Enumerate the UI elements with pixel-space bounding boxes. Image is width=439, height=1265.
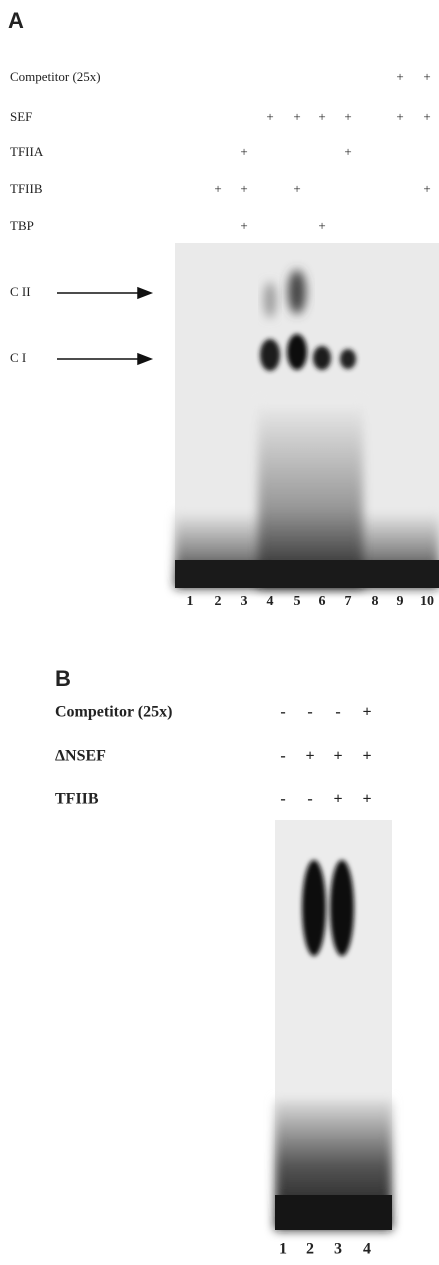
condition-mark: + — [305, 748, 314, 765]
condition-mark: + — [293, 181, 300, 196]
row-label: TBP — [10, 218, 34, 233]
condition-mark: + — [362, 791, 371, 808]
lane-number: 1 — [187, 594, 194, 609]
row-label: TFIIA — [10, 144, 44, 159]
panel-label: B — [55, 666, 71, 691]
condition-mark: + — [423, 69, 430, 84]
lane-number: 8 — [372, 594, 379, 609]
condition-mark: + — [240, 181, 247, 196]
lane-number: 6 — [319, 594, 326, 609]
lane-number: 3 — [334, 1241, 342, 1258]
condition-mark: - — [280, 791, 285, 808]
condition-mark: - — [307, 791, 312, 808]
condition-mark: - — [335, 704, 340, 721]
complex-label: C I — [10, 350, 26, 365]
lane-number: 10 — [420, 594, 434, 609]
arrows — [57, 288, 151, 364]
lane-number: 2 — [306, 1241, 314, 1258]
condition-mark: + — [318, 109, 325, 124]
condition-mark: - — [280, 748, 285, 765]
condition-mark: + — [344, 109, 351, 124]
condition-mark: - — [307, 704, 312, 721]
row-label: ΔNSEF — [55, 748, 106, 765]
condition-mark: + — [362, 748, 371, 765]
complex-label: C II — [10, 284, 31, 299]
figure: A Competitor (25x) + + SEF + + + + + + TFIIA + + TFIIB… — [0, 0, 439, 1265]
condition-mark: + — [423, 109, 430, 124]
condition-mark: + — [396, 69, 403, 84]
condition-mark: + — [396, 109, 403, 124]
gel-b — [275, 820, 392, 1230]
lane-number: 3 — [241, 594, 248, 609]
condition-mark: + — [293, 109, 300, 124]
condition-mark: + — [240, 218, 247, 233]
panel-label: A — [8, 8, 24, 33]
lane-number: 4 — [363, 1241, 371, 1258]
lane-number: 4 — [267, 594, 274, 609]
lane-number: 9 — [397, 594, 404, 609]
condition-mark: + — [362, 704, 371, 721]
row-label: SEF — [10, 109, 32, 124]
condition-mark: + — [240, 144, 247, 159]
lane-number: 2 — [215, 594, 222, 609]
row-label: TFIIB — [55, 791, 99, 808]
condition-mark: + — [266, 109, 273, 124]
lane-number: 1 — [279, 1241, 287, 1258]
row-label: Competitor (25x) — [55, 704, 172, 721]
row-label: TFIIB — [10, 181, 43, 196]
condition-mark: - — [280, 704, 285, 721]
lane-number: 7 — [345, 594, 352, 609]
gel-a — [175, 243, 439, 588]
condition-mark: + — [344, 144, 351, 159]
condition-mark: + — [318, 218, 325, 233]
row-label: Competitor (25x) — [10, 69, 101, 84]
condition-mark: + — [423, 181, 430, 196]
condition-mark: + — [333, 791, 342, 808]
lane-number: 5 — [294, 594, 301, 609]
condition-mark: + — [214, 181, 221, 196]
condition-mark: + — [333, 748, 342, 765]
